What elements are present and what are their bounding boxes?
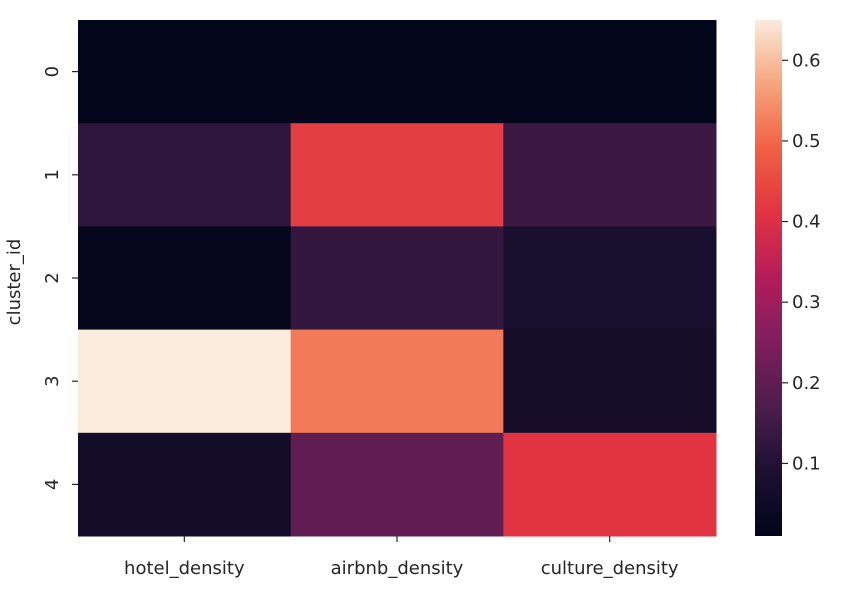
y-tick-label: 3 bbox=[42, 375, 63, 386]
heatmap-cell bbox=[290, 329, 504, 434]
x-tick-label: hotel_density bbox=[124, 558, 245, 579]
x-tick-label: culture_density bbox=[541, 558, 679, 579]
y-tick-labels: 0 1 2 3 4 bbox=[42, 66, 78, 490]
heatmap-cells bbox=[78, 20, 717, 537]
heatmap-cell bbox=[78, 432, 292, 537]
colorbar bbox=[755, 20, 782, 536]
colorbar-tick-label: 0.3 bbox=[792, 292, 821, 313]
colorbar-tick-label: 0.6 bbox=[792, 50, 821, 71]
heatmap-cell bbox=[78, 123, 292, 227]
colorbar-tick-label: 0.5 bbox=[792, 131, 821, 152]
y-tick-label: 4 bbox=[42, 479, 63, 490]
x-tick-labels: hotel_density airbnb_density culture_densi… bbox=[124, 536, 679, 579]
heatmap-cell bbox=[290, 20, 504, 124]
colorbar-ticks: 0.1 0.2 0.3 0.4 0.5 0.6 bbox=[782, 50, 821, 474]
heatmap-cell bbox=[78, 329, 292, 434]
heatmap-cell bbox=[503, 432, 717, 537]
heatmap-cell bbox=[503, 123, 717, 227]
heatmap-cell bbox=[290, 123, 504, 227]
colorbar-tick-label: 0.1 bbox=[792, 453, 821, 474]
heatmap-cell bbox=[290, 432, 504, 537]
heatmap-cell bbox=[503, 329, 717, 434]
colorbar-tick-label: 0.4 bbox=[792, 212, 821, 233]
heatmap-cell bbox=[78, 226, 292, 331]
x-tick-label: airbnb_density bbox=[331, 558, 464, 579]
heatmap-cell bbox=[290, 226, 504, 331]
y-tick-label: 0 bbox=[42, 66, 63, 77]
heatmap-cell bbox=[78, 20, 292, 124]
heatmap-cell bbox=[503, 226, 717, 331]
y-axis-label: cluster_id bbox=[4, 239, 25, 326]
y-tick-label: 2 bbox=[42, 272, 63, 283]
heatmap-cell bbox=[503, 20, 717, 124]
y-tick-label: 1 bbox=[42, 169, 63, 180]
colorbar-tick-label: 0.2 bbox=[792, 373, 821, 394]
